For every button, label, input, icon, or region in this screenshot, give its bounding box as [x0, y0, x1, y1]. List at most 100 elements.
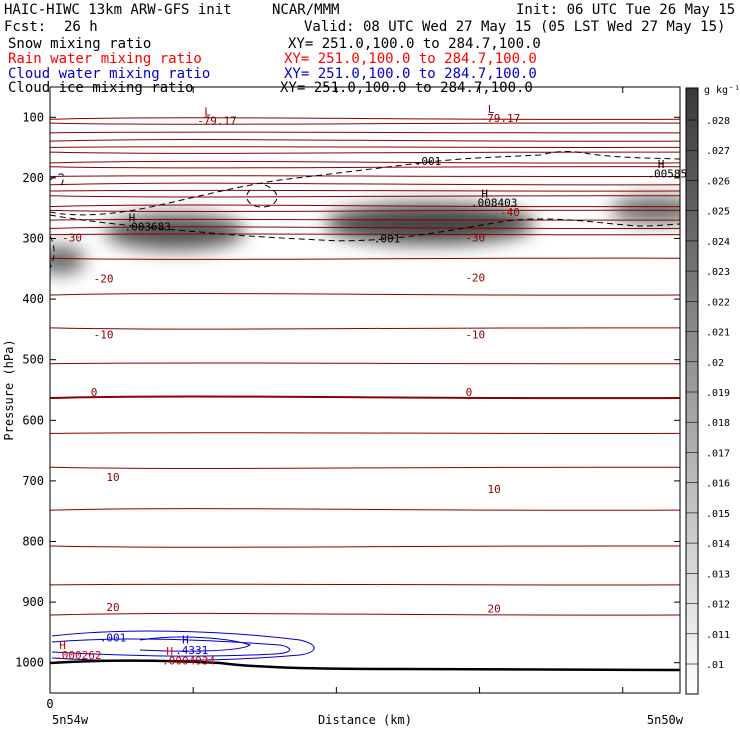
y-tick-label-300: 300 [22, 232, 44, 246]
temperature-contours [50, 117, 680, 616]
temperature-contour-5 [50, 151, 680, 154]
temperature-contour-17 [50, 257, 680, 260]
temperature-contour-1 [50, 122, 680, 125]
shade-blob-edge [50, 246, 85, 274]
y-tick-label-200: 200 [22, 171, 44, 185]
colorbar-label-10: .02 [706, 358, 724, 369]
init-time: Init: 06 UTC Tue 26 May 15 [516, 2, 736, 18]
contour-label-3: -79.17 [481, 112, 521, 125]
temperature-contour-22 [50, 432, 680, 434]
temperature-contour-4 [50, 146, 680, 148]
field-xy-snow: XY= 251.0,100.0 to 284.7,100.0 [288, 36, 541, 52]
temperature-contour-6 [50, 160, 680, 164]
temperature-contour-16 [50, 233, 680, 236]
temperature-contour-15 [50, 226, 680, 230]
contour-label-8: .008403 [471, 196, 517, 209]
temperature-contour-8 [50, 175, 680, 178]
contour-label-13: .001 [374, 233, 401, 246]
contour-label-4: .001 [415, 155, 442, 168]
colorbar-label-0: .01 [706, 660, 724, 671]
colorbar-label-17: .027 [706, 146, 730, 157]
contour-label-25: .001 [100, 631, 127, 644]
ice-contour-upper [50, 151, 680, 216]
colorbar-label-15: .025 [706, 207, 730, 218]
y-tick-label-100: 100 [22, 110, 44, 124]
x-tick-label-0: 0 [46, 697, 53, 711]
distance-axis [49, 87, 624, 693]
ice-contour-lower [50, 214, 680, 242]
temperature-contour-2 [50, 131, 680, 134]
colorbar-label-8: .018 [706, 418, 730, 429]
contour-label-31: .0004934 [162, 655, 215, 668]
shade-blob-left [105, 214, 245, 250]
contour-label-12: -30 [62, 232, 82, 245]
temperature-contour-27 [50, 612, 680, 616]
colorbar [685, 87, 699, 695]
field-xy-cloud-water: XY= 251.0,100.0 to 284.7,100.0 [284, 66, 537, 82]
temperature-contour-9 [50, 182, 680, 186]
ice-contour-edge [50, 235, 55, 269]
x-axis-label: Distance (km) [318, 713, 412, 727]
contour-label-6: .005857 [647, 167, 693, 180]
valid-time: Valid: 08 UTC Wed 27 May 15 (05 LST Wed … [304, 19, 726, 35]
contour-label-15: -20 [94, 273, 114, 286]
colorbar-unit: g kg⁻¹ [704, 85, 740, 96]
contour-label-10: H [129, 212, 136, 225]
temperature-contour-21 [50, 395, 680, 400]
y-tick-label-900: 900 [22, 595, 44, 609]
contour-label-14: -30 [465, 232, 485, 245]
contour-label-23: 20 [106, 601, 119, 614]
contour-label-11: .003683 [124, 221, 170, 234]
x-end-label: 5n50w [647, 713, 684, 727]
temperature-contour-23 [50, 466, 680, 469]
colorbar-label-5: .015 [706, 509, 730, 520]
temperature-contour-12 [50, 204, 680, 208]
contour-label-18: -10 [465, 328, 485, 341]
terrain-line [49, 659, 681, 672]
mixing-ratio-shading [50, 197, 680, 274]
contour-label-19: 0 [91, 386, 98, 399]
colorbar-label-14: .024 [706, 237, 730, 248]
y-axis-label: Pressure (hPa) [2, 339, 16, 440]
contour-label-9: -40 [500, 206, 520, 219]
plot-frame [49, 86, 681, 694]
colorbar-label-4: .014 [706, 539, 730, 550]
temperature-contour-7 [50, 166, 680, 169]
contour-label-26: H [182, 633, 189, 646]
field-name-cloud-ice: Cloud ice mixing ratio [8, 80, 194, 96]
temperature-contour-11 [50, 195, 680, 198]
colorbar-label-2: .012 [706, 600, 730, 611]
contour-labels: L-79.17L-79.17.001 H.005857H.008403-40H.0… [55, 103, 694, 667]
contour-label-24: 20 [488, 602, 501, 615]
contour-label-2: L [488, 103, 495, 116]
colorbar-label-3: .013 [706, 569, 730, 580]
forecast-hours: 26 h [64, 19, 98, 35]
x-start-label: 5n54w [52, 713, 89, 727]
temperature-contour-0 [50, 117, 680, 120]
contour-label-22: 10 [488, 483, 501, 496]
forecast-label: Fcst: [4, 19, 47, 35]
temperature-contour-13 [50, 209, 680, 213]
temperature-contour-26 [50, 583, 680, 586]
field-xy-rain: XY= 251.0,100.0 to 284.7,100.0 [284, 51, 537, 67]
contour-label-28: H [59, 639, 66, 652]
colorbar-label-1: .011 [706, 630, 730, 641]
y-tick-label-500: 500 [22, 353, 44, 367]
contour-label-27: .4331 [175, 644, 208, 657]
temperature-contour-14 [50, 218, 680, 221]
colorbar-label-18: .028 [706, 116, 730, 127]
colorbar-label-11: .021 [706, 328, 730, 339]
temperature-contour-19 [50, 327, 680, 330]
y-tick-label-1000: 1000 [15, 656, 44, 670]
contour-label-0: L [204, 105, 211, 118]
temperature-contour-24 [50, 508, 680, 511]
temperature-contour-25 [50, 545, 680, 548]
colorbar-label-6: .016 [706, 479, 730, 490]
contour-label-21: 10 [106, 471, 119, 484]
temperature-contour-3 [50, 139, 680, 142]
temperature-contour-18 [50, 292, 680, 296]
contour-label-16: -20 [465, 272, 485, 285]
temperature-contour-20 [50, 362, 680, 365]
contour-label-29: .000262 [55, 649, 101, 662]
